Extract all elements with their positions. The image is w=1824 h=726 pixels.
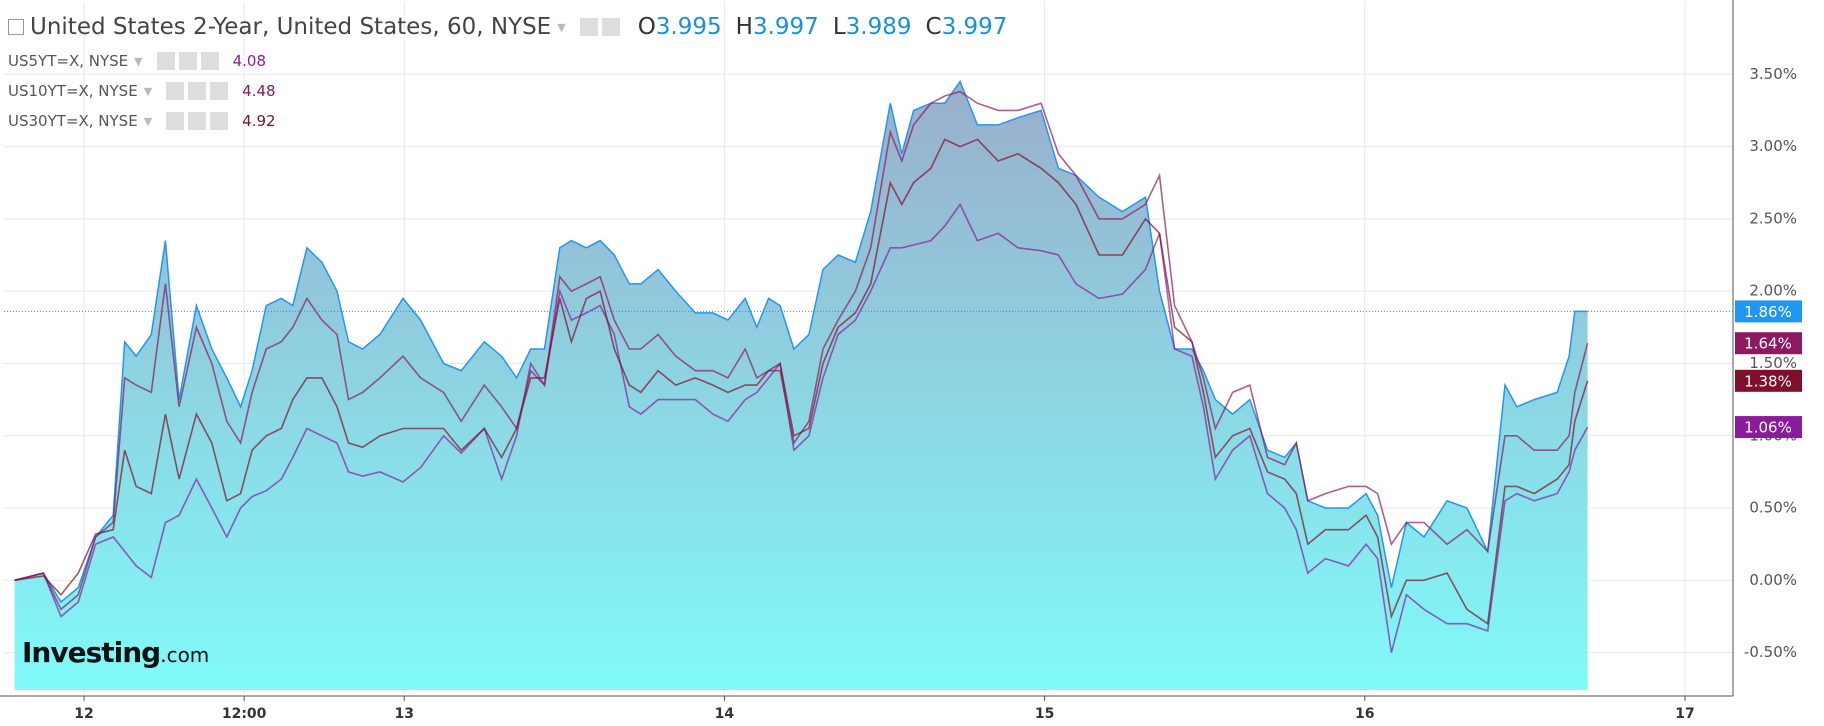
gear-icon[interactable] bbox=[188, 82, 207, 100]
ohlc-value: 3.997 bbox=[752, 14, 819, 40]
eye-icon[interactable] bbox=[166, 82, 185, 100]
last-value-label: 1.64% bbox=[1744, 335, 1792, 353]
last-value-label: 1.06% bbox=[1744, 419, 1792, 437]
eye-icon[interactable] bbox=[166, 112, 185, 130]
ohlc-key: L bbox=[832, 14, 846, 40]
close-icon[interactable] bbox=[210, 112, 229, 130]
ohlc-value: 3.989 bbox=[845, 14, 912, 40]
dropdown[interactable]: ▼ bbox=[143, 84, 153, 98]
y-tick-label: 2.50% bbox=[1749, 209, 1797, 227]
last-value-label: 1.86% bbox=[1744, 303, 1792, 321]
close-icon[interactable] bbox=[210, 82, 229, 100]
chart-header: United States 2-Year, United States, 60,… bbox=[8, 14, 1013, 40]
logo-suffix: .com bbox=[160, 643, 210, 667]
collapse-icon[interactable] bbox=[8, 19, 24, 35]
last-value-label: 1.38% bbox=[1744, 372, 1792, 390]
gear-icon[interactable] bbox=[188, 112, 207, 130]
x-tick-label: 13 bbox=[394, 706, 413, 722]
last-value-box bbox=[1735, 332, 1802, 355]
dropdown[interactable]: ▼ bbox=[557, 20, 566, 34]
y-tick-label: 1.50% bbox=[1749, 354, 1797, 372]
x-tick-label: 17 bbox=[1675, 706, 1694, 722]
legend-name: US10YT=X, NYSE bbox=[8, 82, 138, 100]
last-value-box bbox=[1735, 369, 1802, 392]
eye-icon[interactable] bbox=[156, 52, 175, 70]
x-tick-label: 15 bbox=[1035, 706, 1054, 722]
line bbox=[14, 90, 1589, 611]
ohlc-key: C bbox=[925, 14, 942, 40]
legend-name: US30YT=X, NYSE bbox=[8, 112, 138, 130]
ohlc-value: 3.997 bbox=[941, 14, 1008, 40]
x-tick-label: 14 bbox=[715, 706, 735, 722]
gear-icon[interactable] bbox=[601, 18, 620, 36]
gear-icon[interactable] bbox=[178, 52, 197, 70]
x-tick-label: 12:00 bbox=[222, 706, 267, 722]
dropdown[interactable]: ▼ bbox=[134, 54, 143, 68]
y-tick-label: 3.00% bbox=[1749, 137, 1797, 155]
ohlc-value: 3.995 bbox=[655, 14, 722, 40]
dropdown[interactable]: ▼ bbox=[143, 114, 153, 128]
legend-row: US10YT=X, NYSE ▼ 4.48 bbox=[8, 82, 276, 100]
legend-quote: 4.48 bbox=[242, 82, 276, 100]
y-tick-label: 2.00% bbox=[1749, 282, 1797, 300]
last-value-box bbox=[1735, 416, 1802, 439]
logo-brand: Investing bbox=[22, 636, 161, 669]
line bbox=[14, 138, 1589, 626]
ohlc-key: H bbox=[735, 14, 753, 40]
legend-quote: 4.92 bbox=[242, 112, 276, 130]
legend-quote: 4.08 bbox=[232, 52, 267, 70]
x-tick-label: 16 bbox=[1355, 706, 1374, 722]
legend-name: US5YT=X, NYSE bbox=[8, 52, 129, 70]
y-tick-label: -0.50% bbox=[1744, 643, 1797, 661]
area-line bbox=[14, 79, 1588, 604]
legend-row: US5YT=X, NYSE ▼ 4.08 bbox=[8, 52, 266, 70]
y-tick-label: 0.00% bbox=[1749, 571, 1797, 589]
x-tick-label: 12 bbox=[74, 706, 93, 722]
ohlc: O3.995 H3.997 L3.989 C3.997 bbox=[630, 14, 1014, 40]
legend-row: US30YT=X, NYSE ▼ 4.92 bbox=[8, 112, 276, 130]
logo: Investing.com bbox=[22, 636, 209, 669]
y-tick-label: 0.50% bbox=[1749, 499, 1797, 517]
ohlc-key: O bbox=[637, 14, 656, 40]
close-icon[interactable] bbox=[200, 52, 219, 70]
last-value-box bbox=[1735, 300, 1802, 323]
y-tick-label: 3.50% bbox=[1749, 65, 1797, 83]
eye-icon[interactable] bbox=[579, 18, 598, 36]
series-title: United States 2-Year, United States, 60,… bbox=[30, 14, 552, 40]
area bbox=[14, 81, 1588, 690]
